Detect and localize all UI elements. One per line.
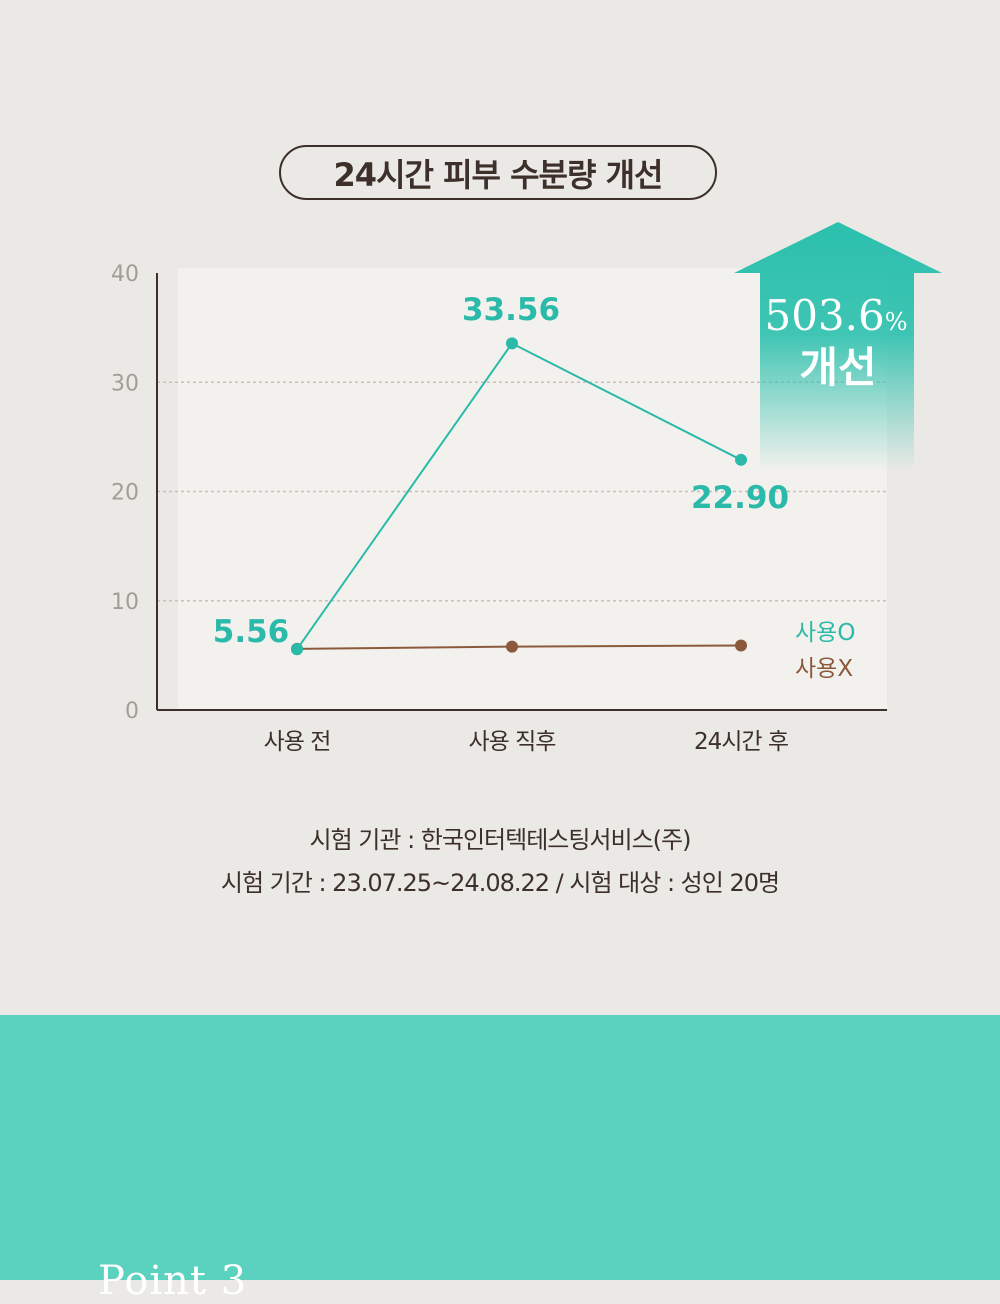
- y-tick-label: 0: [125, 699, 139, 724]
- improvement-text: 개선: [799, 343, 876, 392]
- data-point: [291, 643, 303, 656]
- data-label: 33.56: [462, 292, 560, 328]
- test-institution-note: 시험 기관 : 한국인터텍테스팅서비스(주): [309, 826, 692, 854]
- test-period-note: 시험 기간 : 23.07.25~24.08.22 / 시험 대상 : 성인 2…: [220, 869, 780, 897]
- y-tick-label: 10: [111, 590, 139, 615]
- x-tick-label: 24시간 후: [694, 729, 788, 755]
- section-label: Point 3: [98, 1258, 248, 1304]
- x-tick-label: 사용 직후: [469, 729, 556, 755]
- data-point: [506, 337, 518, 350]
- moisture-line-chart: 0 10 20 30 40 사용 전 사용 직후 24시간 후 503.6%개선 5.56 3…: [111, 222, 942, 755]
- data-label: 22.90: [691, 480, 789, 516]
- chart-title: 24시간 피부 수분량 개선: [279, 145, 717, 200]
- data-point: [735, 639, 747, 652]
- y-tick-label: 30: [111, 371, 139, 396]
- data-label: 5.56: [213, 614, 290, 650]
- data-point: [735, 453, 747, 466]
- legend-entry: 사용O: [795, 620, 855, 646]
- x-tick-label: 사용 전: [264, 729, 331, 755]
- improvement-value: 503.6%: [764, 291, 907, 340]
- y-tick-label: 40: [111, 262, 139, 287]
- improvement-arrow: [734, 222, 942, 470]
- y-tick-label: 20: [111, 481, 139, 506]
- point-section-band: [0, 1015, 1000, 1280]
- data-point: [506, 640, 518, 653]
- legend-entry: 사용X: [795, 656, 853, 682]
